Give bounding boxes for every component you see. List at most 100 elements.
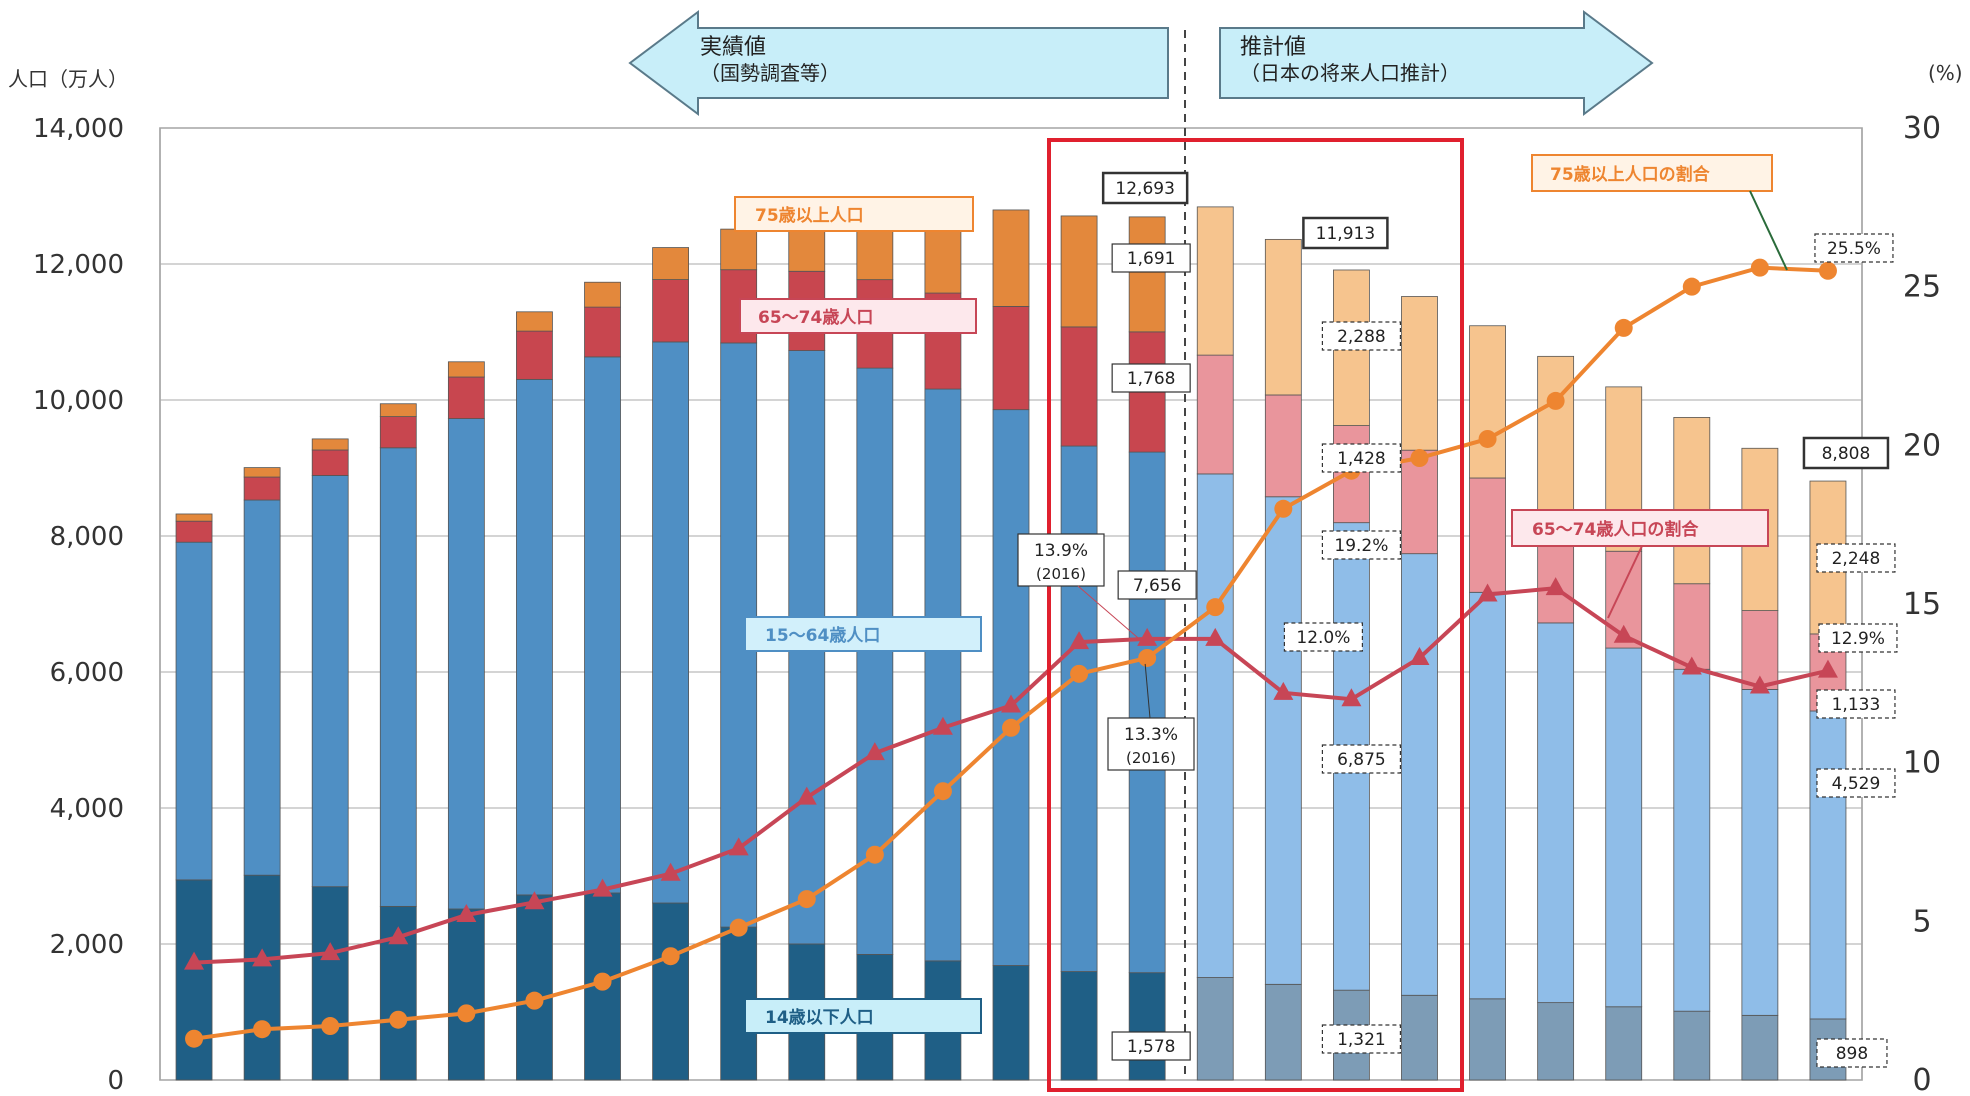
bar-segment-75-over (1673, 417, 1711, 585)
y-left-tick-label: 6,000 (50, 658, 124, 688)
bar-segment-75-over (1264, 238, 1302, 396)
line-75-over-ratio-point (185, 1029, 204, 1048)
line-75-over-ratio-point (1478, 429, 1497, 448)
bar-segment-65-74 (1196, 354, 1234, 475)
line-75-over-ratio-point (865, 845, 884, 864)
annotation-value: 1,133 (1832, 695, 1881, 715)
bar-segment-15-64 (992, 409, 1030, 966)
bar-segment-15-64 (1060, 445, 1098, 972)
axes: 0 2,000 4,000 6,000 8,000 10,000 12,000 14,000 0… (33, 111, 1941, 1096)
line-65-74-ratio-point (1613, 624, 1634, 643)
annotation-value: 13.9% (1034, 541, 1088, 561)
y-left-tick-label: 0 (107, 1066, 124, 1096)
annotation-box (1321, 530, 1402, 560)
annotation-box (1321, 321, 1402, 351)
bar-segment-65-74 (992, 306, 1030, 411)
bar-segment-14-under (1401, 994, 1438, 1081)
annotation-value: 19.2% (1334, 536, 1388, 556)
annotation-box (1321, 744, 1402, 774)
bar-segment-15-64 (1264, 496, 1302, 985)
actual-arrow (628, 10, 1169, 116)
bar-segment-14-under (447, 908, 485, 1081)
line-65-74-ratio-point (1681, 656, 1702, 675)
line-75-over-ratio-point (457, 1004, 476, 1023)
line-65-74-ratio-point (456, 903, 477, 922)
bar-segment-14-under (992, 965, 1030, 1081)
line-75-over-ratio-point (1070, 664, 1089, 683)
legend-75-over-label: 75歳以上人口 (755, 205, 864, 226)
annotation-a2016-1564: 7,656 (1117, 570, 1197, 600)
annotation-value: 12.0% (1296, 628, 1350, 648)
annotation-a2030-6574: 1,428 (1321, 443, 1402, 473)
bar-segment-14-under (1537, 1002, 1575, 1081)
legend-14-under-label: 14歳以下人口 (765, 1007, 874, 1028)
bar-segment-75-over (652, 247, 689, 280)
bar-segment-65-74 (311, 449, 349, 476)
legend-15-64-label: 15〜64歳人口 (765, 625, 880, 646)
annotation-pointer (1144, 663, 1151, 719)
y-right-tick-label: 5 (1912, 904, 1931, 939)
line-75-over-ratio-point (593, 972, 612, 991)
annotation-value: 8,808 (1822, 444, 1871, 464)
annotation-a2030-75: 2,288 (1321, 321, 1402, 351)
y-left-axis-title: 人口（万人） (8, 67, 128, 91)
line-75-over-ratio-point (1818, 261, 1837, 280)
bar-segment-14-under (1128, 972, 1166, 1081)
bar-segment-65-74 (584, 306, 621, 358)
line-65-74-ratio-point (1273, 681, 1294, 700)
bar-segment-14-under (1673, 1010, 1711, 1081)
line-65-74-ratio-point (1477, 583, 1498, 602)
annotation-total-2030: 11,913 (1302, 216, 1389, 250)
highlight-box (1047, 138, 1464, 1092)
bar-segment-75-over (720, 228, 758, 271)
annotation-value: 898 (1836, 1044, 1868, 1064)
annotation-a2065-6574: 1,133 (1816, 689, 1896, 719)
annotation-value: 1,428 (1337, 449, 1386, 469)
line-65-74-ratio-point (592, 878, 613, 897)
lines (184, 258, 1838, 1048)
annotation-value: 13.3% (1124, 725, 1178, 745)
annotation-a2016-6574: 1,768 (1111, 363, 1191, 393)
bar-segment-15-64 (447, 418, 485, 910)
line-75-over-ratio-point (1614, 318, 1633, 337)
annotation-value: 12,693 (1115, 179, 1174, 199)
legend-65-74-label: 65〜74歳人口 (758, 307, 873, 328)
bar-segment-15-64 (1673, 668, 1711, 1012)
line-65-74-ratio-point (796, 786, 817, 805)
line-75-over-ratio-point (729, 918, 748, 937)
y-right-tick-label: 15 (1903, 587, 1941, 622)
bar-segment-75-over (1401, 296, 1438, 451)
bar-segment-75-over (584, 281, 621, 308)
bar-segment-15-64 (379, 447, 417, 907)
annotation-box (1814, 233, 1894, 263)
y-left-tick-label: 14,000 (33, 114, 124, 144)
line-75-over-ratio-point (253, 1020, 272, 1039)
annotation-a2030-r6574: 12.0% (1283, 622, 1364, 652)
annotation-value: 1,691 (1127, 249, 1176, 269)
annotation-value: 2,288 (1337, 327, 1386, 347)
y-left-tick-label: 4,000 (50, 794, 124, 824)
bar-segment-75-over (1060, 215, 1098, 328)
annotation-box (1816, 1038, 1888, 1068)
bar-segment-65-74 (1673, 583, 1711, 670)
bar-segment-14-under (1264, 983, 1302, 1081)
annotation-a2016-75: 1,691 (1111, 243, 1191, 273)
y-left-tick-label: 2,000 (50, 930, 124, 960)
annotation-a2030-1564: 6,875 (1321, 744, 1402, 774)
annotation-total-2065: 8,808 (1802, 436, 1890, 470)
annotation-a2016-14: 1,578 (1111, 1031, 1191, 1061)
line-75-over-ratio-point (1206, 598, 1225, 617)
bar-segment-65-74 (447, 376, 485, 419)
bar-segment-15-64 (652, 341, 689, 904)
bar-segment-15-64 (243, 499, 281, 876)
y-right-tick-label: 20 (1903, 428, 1941, 463)
bar-segment-65-74 (243, 476, 281, 501)
legend-65-74: 65〜74歳人口 (739, 298, 977, 334)
bar-segment-75-over (447, 361, 485, 378)
annotation-value: 7,656 (1133, 576, 1182, 596)
annotation-box (1107, 717, 1195, 771)
annotation-box (1111, 243, 1191, 273)
annotation-value: (2016) (1126, 749, 1176, 767)
annotation-box (1283, 622, 1364, 652)
